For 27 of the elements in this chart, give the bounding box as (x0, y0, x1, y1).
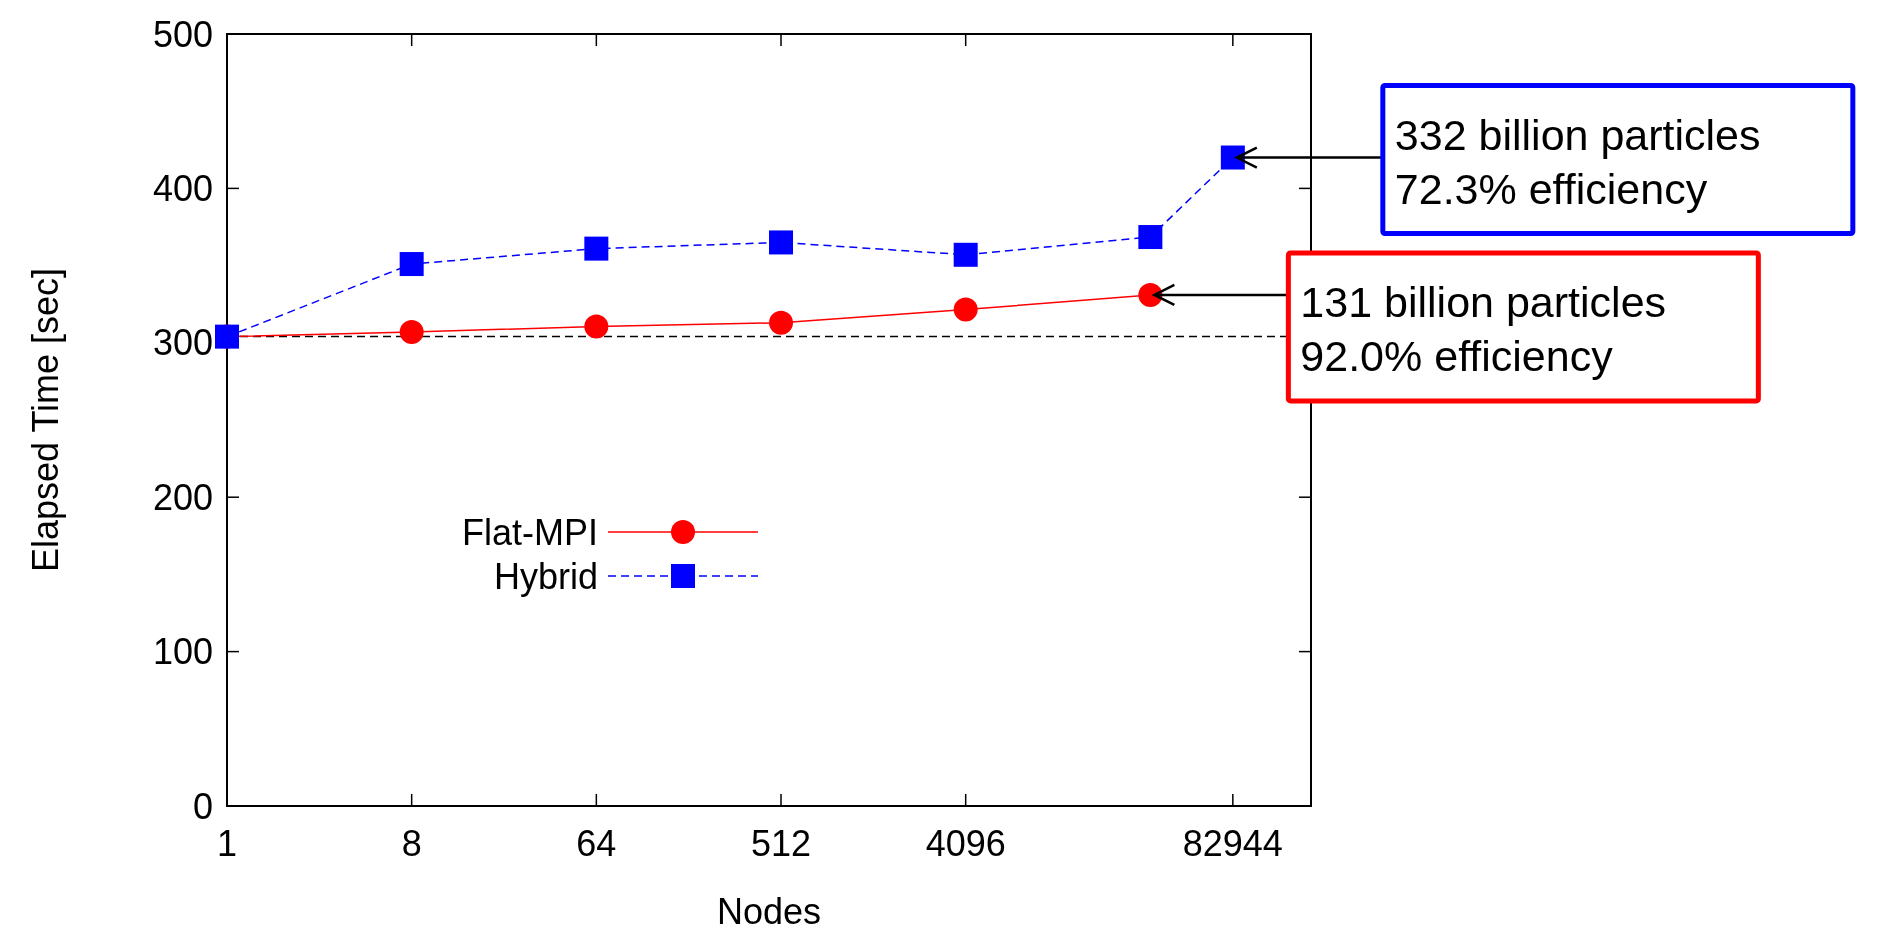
y-tick-label: 0 (192, 785, 213, 827)
point (584, 236, 609, 261)
x-tick-label: 82944 (1182, 823, 1283, 864)
annotation: 332 billion particles 72.3% efficiency (1394, 110, 1761, 213)
x-tick-label: 512 (750, 823, 812, 864)
legend-label: Flat-MPI (461, 511, 598, 553)
y-tick-label: 400 (152, 168, 213, 209)
y-tick-label: 200 (152, 476, 213, 518)
x-tick-label: 4096 (925, 823, 1006, 864)
x-axis-title: Nodes (716, 891, 822, 932)
x-tick-label: 1 (216, 823, 238, 864)
y-tick-label: 100 (152, 631, 213, 673)
point (584, 314, 609, 339)
y-axis-title: Elapsed Time [sec] (25, 267, 66, 573)
point (399, 252, 424, 277)
point (1138, 225, 1163, 250)
y-tick-label: 300 (152, 322, 213, 364)
x-tick-label: 8 (401, 823, 422, 864)
point (953, 297, 978, 322)
legend-label: Hybrid (493, 555, 598, 597)
annotation: 131 billion particles 92.0% efficiency (1300, 277, 1667, 380)
point (769, 230, 794, 255)
point (769, 310, 794, 335)
y-tick-label: 500 (152, 13, 213, 55)
point (953, 242, 978, 267)
x-tick-label: 64 (576, 823, 617, 864)
point (399, 319, 424, 344)
